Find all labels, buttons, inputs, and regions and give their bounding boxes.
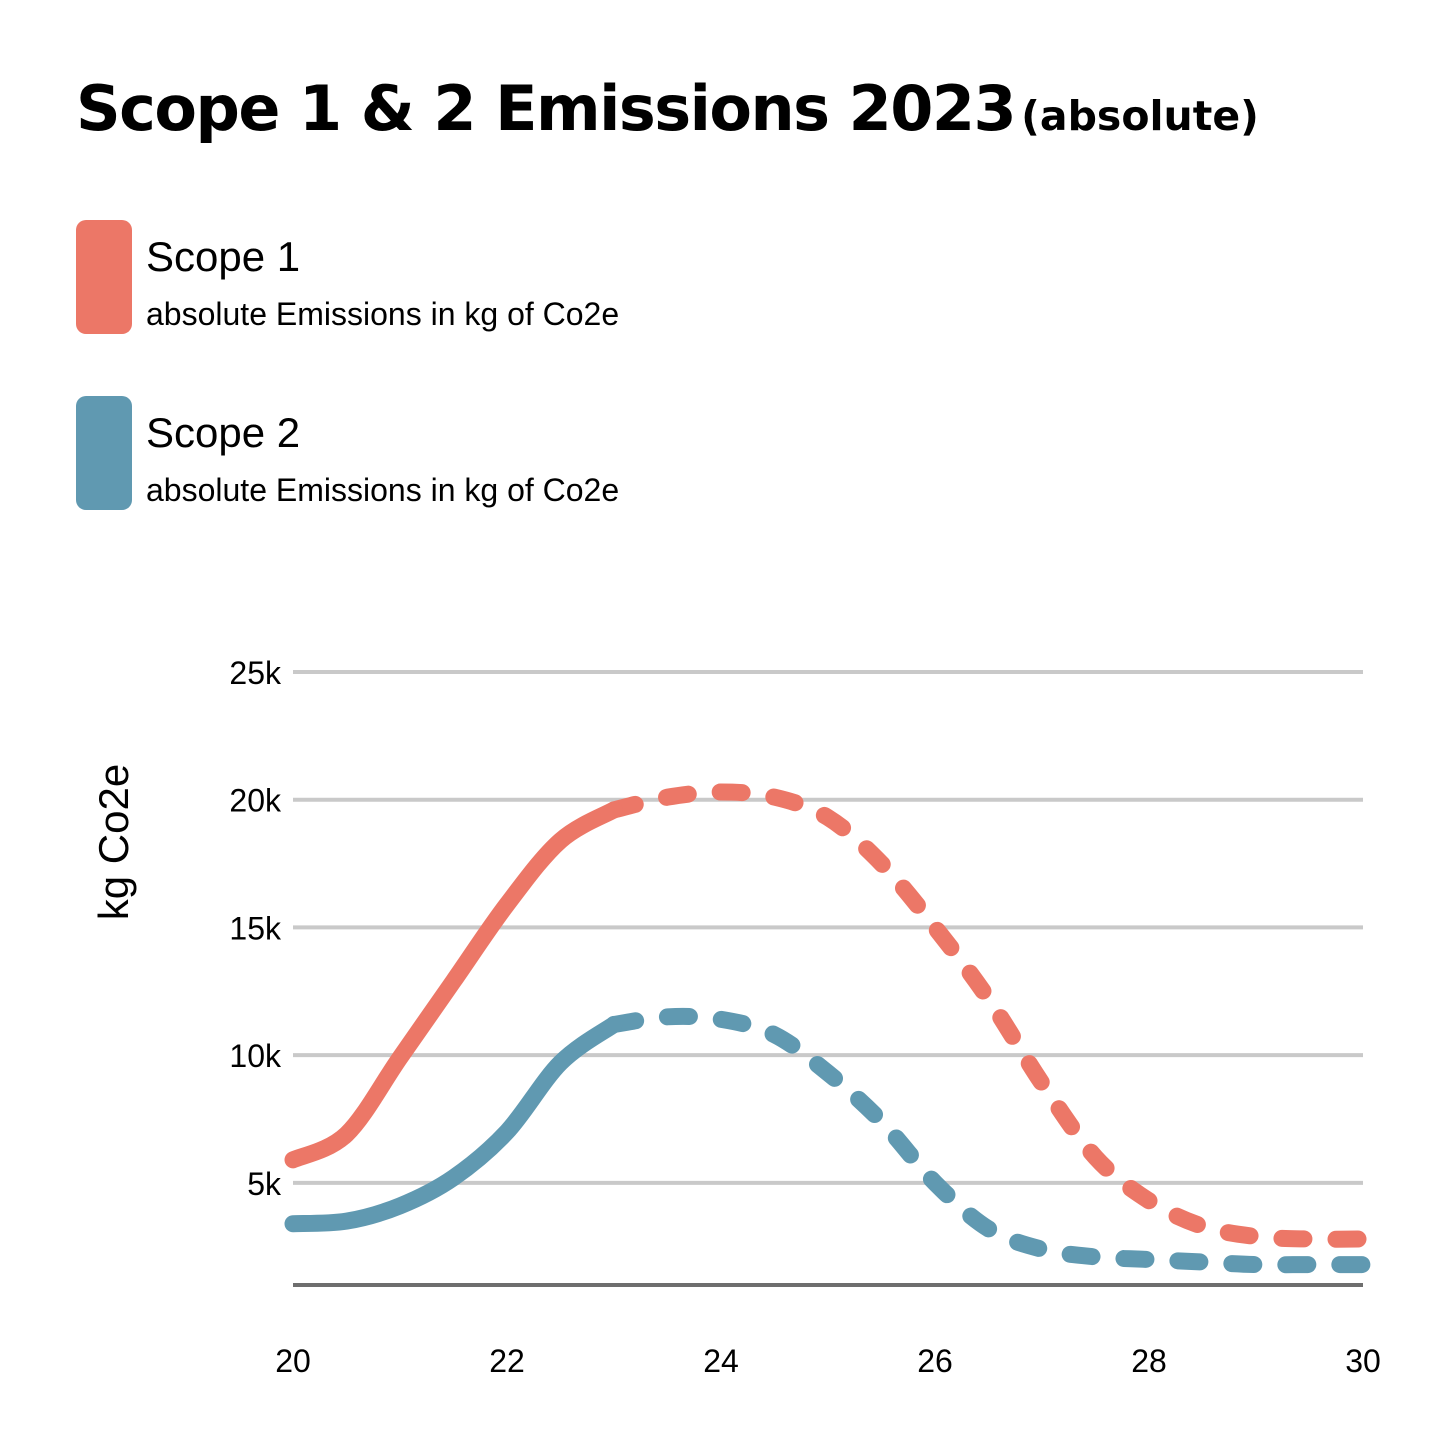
line-chart: 5k 10k 15k 20k 25k 20 22 24 26 28 30 kg Co2e: [90, 655, 1381, 1379]
x-tick-label: 26: [917, 1343, 953, 1379]
legend-label-scope-2: Scope 2: [146, 409, 301, 456]
y-tick-label: 25k: [229, 655, 282, 691]
chart-title: Scope 1 & 2 Emissions 2023 (absolute): [76, 78, 1259, 140]
legend-swatch-scope-1: [76, 220, 132, 334]
projected-line: [605, 1007, 1372, 1274]
legend-description-scope-1: absolute Emissions in kg of Co2e: [146, 296, 620, 332]
legend-swatch-scope-2: [76, 396, 132, 510]
legend-description-scope-2: absolute Emissions in kg of Co2e: [146, 472, 620, 508]
gridlines: [293, 670, 1363, 1287]
projected-line: [605, 783, 1372, 1248]
x-tick-label: 20: [275, 1343, 311, 1379]
series-scope-2: [284, 1007, 1372, 1274]
actual-line: [284, 1015, 623, 1233]
x-tick-label: 30: [1345, 1343, 1381, 1379]
y-tick-label: 20k: [229, 783, 282, 819]
series-group: [284, 783, 1372, 1274]
x-axis-ticks: 20 22 24 26 28 30: [275, 1343, 1381, 1379]
legend-label-scope-1: Scope 1: [146, 233, 301, 280]
x-tick-label: 28: [1131, 1343, 1167, 1379]
chart-title-main: Scope 1 & 2 Emissions 2023: [76, 72, 1017, 145]
series-scope-1: [284, 783, 1372, 1248]
y-tick-label: 10k: [229, 1038, 282, 1074]
y-tick-label: 15k: [229, 910, 282, 946]
x-tick-label: 22: [489, 1343, 525, 1379]
actual-line: [284, 801, 623, 1169]
chart-title-sub: (absolute): [1021, 92, 1259, 140]
y-axis-title: kg Co2e: [90, 764, 137, 920]
y-axis-ticks: 5k 10k 15k 20k 25k: [229, 655, 282, 1202]
y-tick-label: 5k: [247, 1166, 282, 1202]
x-tick-label: 24: [703, 1343, 739, 1379]
